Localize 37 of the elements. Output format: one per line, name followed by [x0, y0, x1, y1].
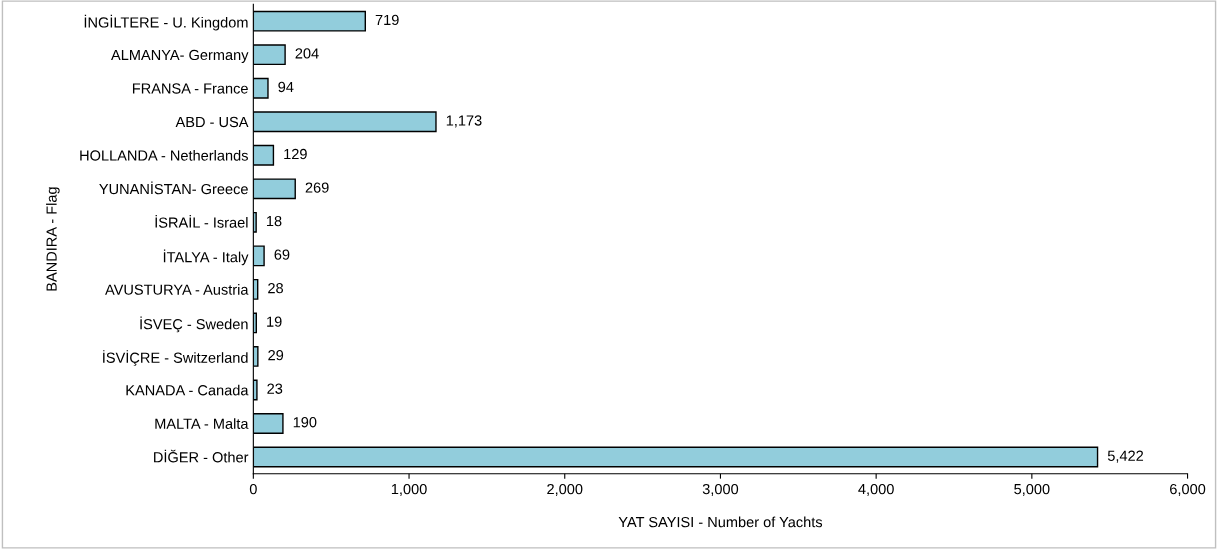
data-label: 18	[266, 215, 282, 227]
data-label: 23	[267, 383, 283, 394]
data-label: 28	[268, 282, 284, 294]
y-tick-label: AVUSTURYA - Austria	[105, 284, 249, 295]
data-label: 190	[293, 417, 317, 428]
y-tick-label: YUNANİSTAN- Greece	[99, 181, 248, 195]
y-axis-title: BANDIRA - Flag	[46, 187, 60, 291]
x-tick-label: 6,000	[1170, 483, 1206, 496]
y-tick-label: MALTA - Malta	[155, 418, 249, 429]
y-tick-label: İTALYA - Italy	[163, 249, 249, 266]
x-tick-label: 0	[249, 483, 257, 495]
data-label: 69	[274, 249, 290, 260]
x-tick-label: 4,000	[858, 483, 894, 496]
y-tick-label: FRANSA - France	[132, 83, 248, 94]
x-axis-title: YAT SAYISI - Number of Yachts	[618, 516, 823, 528]
data-label: 94	[278, 81, 294, 93]
data-label: 269	[305, 182, 329, 193]
data-label: 5,422	[1107, 450, 1144, 463]
x-tick-label: 5,000	[1014, 483, 1050, 496]
y-tick-label: DİĞER - Other	[154, 449, 249, 463]
y-tick-label: HOLLANDA - Netherlands	[80, 149, 248, 161]
data-label: 1,173	[446, 115, 482, 128]
data-label: 129	[284, 148, 307, 160]
data-label: 204	[295, 48, 319, 59]
data-label: 719	[375, 14, 399, 26]
y-tick-label: ALMANYA- Germany	[111, 49, 249, 63]
y-tick-label: İSRAİL - Israel	[155, 215, 248, 228]
y-tick-label: KANADA - Canada	[126, 384, 249, 396]
x-tick-label: 1,000	[391, 483, 427, 496]
y-tick-label: İSVEÇ - Sweden	[140, 316, 248, 333]
y-tick-label: ABD - USA	[175, 116, 249, 128]
x-tick-label: 3,000	[702, 483, 739, 496]
y-tick-label: İNGİLTERE - U. Kingdom	[84, 14, 248, 31]
data-label: 29	[268, 350, 284, 361]
x-tick-label: 2,000	[547, 483, 583, 496]
y-tick-label: İSVİÇRE - Switzerland	[103, 350, 248, 366]
data-label: 19	[267, 316, 282, 327]
